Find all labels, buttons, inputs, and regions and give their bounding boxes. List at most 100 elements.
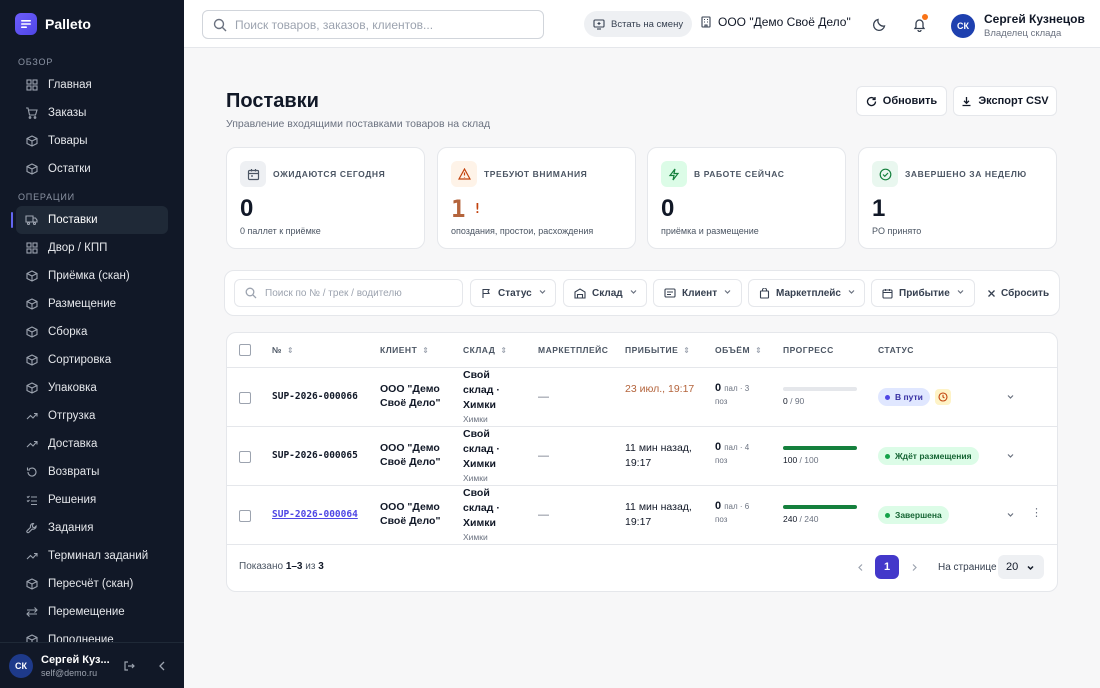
sidebar-item[interactable]: Товары (16, 127, 168, 155)
row-checkbox[interactable] (239, 451, 251, 463)
table-row[interactable]: SUP-2026-000065 ООО "Демо Своё Дело" Сво… (227, 427, 1057, 486)
status-cell: Завершена (878, 506, 949, 524)
row-checkbox[interactable] (239, 510, 251, 522)
sidebar-item[interactable]: Двор / КПП (16, 234, 168, 262)
stat-card[interactable]: ТРЕБУЮТ ВНИМАНИЯ 1! опоздания, простои, … (437, 147, 636, 249)
notification-dot (922, 14, 928, 20)
column-header[interactable]: ОБЪЁМ ⇕ (715, 333, 762, 367)
sidebar-item[interactable]: Терминал заданий (16, 542, 168, 570)
status-filter[interactable]: Статус (470, 279, 556, 307)
sidebar-item[interactable]: Упаковка (16, 374, 168, 402)
warehouse-filter[interactable]: Склад (563, 279, 647, 307)
column-header-label: ОБЪЁМ (715, 345, 751, 355)
stat-card[interactable]: В РАБОТЕ СЕЙЧАС 0 приёмка и размещение (647, 147, 846, 249)
sidebar-item-label: Заказы (48, 107, 87, 119)
column-header[interactable]: КЛИЕНТ ⇕ (380, 333, 429, 367)
shipment-number[interactable]: SUP-2026-000065 (272, 450, 358, 461)
notifications-bell-icon[interactable] (910, 14, 928, 33)
shipment-search-input[interactable] (265, 287, 455, 299)
column-header-label: СКЛАД (463, 345, 496, 355)
column-header[interactable]: ПРИБЫТИЕ ⇕ (625, 333, 691, 367)
volume-value: 0 пал · 6 (715, 500, 749, 512)
sort-icon: ⇕ (286, 345, 295, 355)
client-filter[interactable]: Клиент (653, 279, 742, 307)
collapse-sidebar-icon[interactable] (157, 660, 167, 675)
global-search-input[interactable] (235, 17, 525, 32)
volume-positions-unit: поз (715, 456, 728, 465)
sidebar-item[interactable]: Остатки (16, 155, 168, 183)
sidebar-item[interactable]: Размещение (16, 290, 168, 318)
brand[interactable]: Palleto (0, 0, 184, 48)
warehouse-name: Свой склад · Химки (463, 369, 500, 411)
export-csv-button[interactable]: Экспорт CSV (953, 86, 1057, 116)
per-page-select[interactable]: 20 (998, 555, 1044, 579)
chevron-right-icon (911, 563, 918, 572)
shipment-search[interactable] (234, 279, 463, 307)
sidebar-item[interactable]: Сортировка (16, 346, 168, 374)
stat-card[interactable]: ОЖИДАЮТСЯ СЕГОДНЯ 0 0 паллет к приёмке (226, 147, 425, 249)
sidebar-item[interactable]: Доставка (16, 430, 168, 458)
sidebar-item-label: Пересчёт (скан) (48, 578, 134, 590)
sidebar-item-label: Остатки (48, 163, 91, 175)
expand-row-chevron-icon[interactable] (1006, 510, 1015, 519)
shipment-number[interactable]: SUP-2026-000066 (272, 391, 358, 402)
avatar[interactable]: СК (9, 653, 33, 678)
stat-value-number: 1 (872, 195, 886, 222)
monitor-icon (593, 18, 605, 30)
sidebar-item[interactable]: Сборка (16, 318, 168, 346)
column-header[interactable]: № ⇕ (272, 333, 294, 367)
shipment-number[interactable]: SUP-2026-000064 (272, 509, 358, 520)
shown-count: Показано 1–3 из 3 (239, 561, 324, 572)
select-all-checkbox[interactable] (239, 344, 251, 356)
chevron-down-icon (723, 287, 732, 299)
sidebar-item-label: Упаковка (48, 382, 97, 394)
org-switcher[interactable]: ООО "Демо Своё Дело" (700, 15, 851, 29)
marketplace-filter[interactable]: Маркетплейс (748, 279, 865, 307)
more-actions-icon[interactable]: ⋮ (1031, 507, 1042, 519)
sidebar-item[interactable]: Поставки (11, 206, 168, 234)
alert-clock-icon[interactable] (935, 389, 951, 405)
sidebar-item[interactable]: Решения (16, 486, 168, 514)
progress-text: 0 / 90 (783, 396, 805, 406)
prev-page-button[interactable] (848, 555, 872, 579)
table-row[interactable]: SUP-2026-000064 ООО "Демо Своё Дело" Сво… (227, 486, 1057, 545)
client-filter-label: Клиент (682, 287, 718, 299)
column-header[interactable]: СКЛАД ⇕ (463, 333, 508, 367)
warehouse-cell: Свой склад · Химки Химки (463, 368, 519, 424)
sidebar-item[interactable]: Возвраты (16, 458, 168, 486)
status-badge: Завершена (878, 506, 949, 524)
arrival-filter[interactable]: Прибытие (871, 279, 975, 307)
row-checkbox[interactable] (239, 392, 251, 404)
expand-row-chevron-icon[interactable] (1006, 451, 1015, 460)
sidebar-item[interactable]: Задания (16, 514, 168, 542)
reset-filters-button[interactable]: Сбросить (987, 279, 1049, 307)
sidebar-item[interactable]: Отгрузка (16, 402, 168, 430)
sidebar-item-label: Сборка (48, 326, 88, 338)
stat-card[interactable]: ЗАВЕРШЕНО ЗА НЕДЕЛЮ 1 PO принято (858, 147, 1057, 249)
user-menu[interactable]: СК Сергей Кузнецов Владелец склада (951, 12, 1085, 39)
box-icon (25, 382, 38, 395)
refresh-button[interactable]: Обновить (856, 86, 947, 116)
warning-icon (451, 161, 477, 187)
box-icon (25, 270, 38, 283)
sidebar-item[interactable]: Заказы (16, 99, 168, 127)
sidebar-item[interactable]: Пересчёт (скан) (16, 570, 168, 598)
logout-icon[interactable] (123, 660, 135, 675)
stat-label: В РАБОТЕ СЕЙЧАС (694, 169, 785, 179)
global-search[interactable] (202, 10, 544, 39)
box-icon (25, 326, 38, 339)
sidebar-item[interactable]: Перемещение (16, 598, 168, 626)
page-1-button[interactable]: 1 (875, 555, 899, 579)
volume-value: 0 пал · 4 (715, 441, 749, 453)
user-info: Сергей Кузнецов Владелец склада (984, 12, 1085, 39)
progress-done: 0 (783, 396, 788, 406)
palleto-logo-icon (15, 13, 37, 35)
sidebar-item[interactable]: Приёмка (скан) (16, 262, 168, 290)
sort-icon: ⇕ (683, 345, 691, 355)
expand-row-chevron-icon[interactable] (1006, 392, 1015, 401)
theme-toggle-icon[interactable] (870, 15, 888, 33)
sidebar-item[interactable]: Главная (16, 71, 168, 99)
table-row[interactable]: SUP-2026-000066 ООО "Демо Своё Дело" Сво… (227, 368, 1057, 427)
start-shift-button[interactable]: Встать на смену (584, 11, 693, 37)
next-page-button[interactable] (902, 555, 926, 579)
